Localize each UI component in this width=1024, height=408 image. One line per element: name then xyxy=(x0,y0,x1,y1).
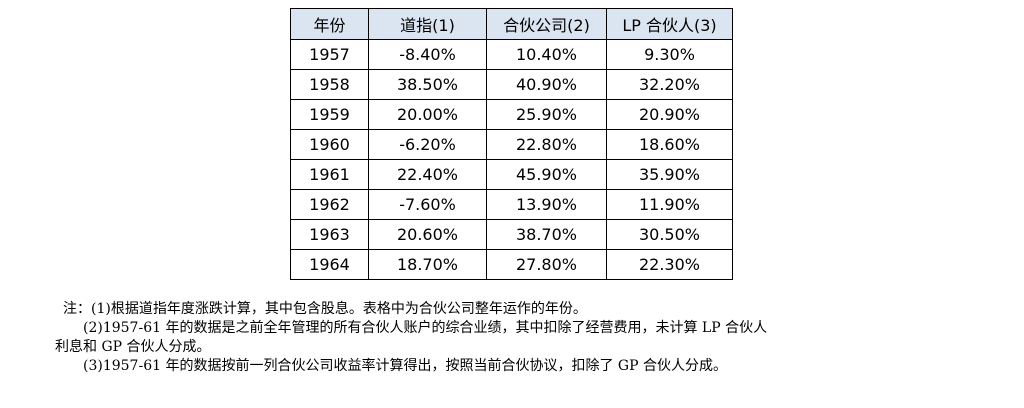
table-row: 1964 18.70% 27.80% 22.30% xyxy=(290,249,733,280)
cell-dow: -6.20% xyxy=(368,129,487,160)
cell-partnership: 25.90% xyxy=(486,99,607,130)
cell-year: 1963 xyxy=(290,219,369,250)
cell-limited-partners: 20.90% xyxy=(606,99,733,130)
table-row: 1957 -8.40% 10.40% 9.30% xyxy=(290,39,733,70)
footnote-1: 注：(1)根据道指年度涨跌计算，其中包含股息。表格中为合伙公司整年运作的年份。 xyxy=(63,301,587,317)
cell-dow: -7.60% xyxy=(368,189,487,220)
cell-limited-partners: 32.20% xyxy=(606,69,733,100)
cell-limited-partners: 9.30% xyxy=(606,39,733,70)
table-row: 1960 -6.20% 22.80% 18.60% xyxy=(290,129,733,160)
footnote-3: (3)1957-61 年的数据按前一列合伙公司收益率计算得出，按照当前合伙协议，… xyxy=(83,358,727,374)
returns-table: 年份 道指(1) 合伙公司(2) LP 合伙人(3) 1957 -8.40% 10.… xyxy=(290,8,733,280)
cell-year: 1960 xyxy=(290,129,369,160)
cell-dow: 20.60% xyxy=(368,219,487,250)
cell-dow: 22.40% xyxy=(368,159,487,190)
footnote-2: (2)1957-61 年的数据是之前全年管理的所有合伙人账户的综合业绩，其中扣除… xyxy=(83,320,768,336)
header-limited-partners: LP 合伙人(3) xyxy=(606,8,733,40)
cell-year: 1962 xyxy=(290,189,369,220)
cell-limited-partners: 35.90% xyxy=(606,159,733,190)
cell-limited-partners: 18.60% xyxy=(606,129,733,160)
header-year: 年份 xyxy=(290,8,369,40)
cell-dow: 18.70% xyxy=(368,249,487,280)
cell-dow: -8.40% xyxy=(368,39,487,70)
footnote-2-continued: 利息和 GP 合伙人分成。 xyxy=(55,339,211,355)
header-row: 年份 道指(1) 合伙公司(2) LP 合伙人(3) xyxy=(290,8,733,40)
cell-partnership: 10.40% xyxy=(486,39,607,70)
cell-partnership: 45.90% xyxy=(486,159,607,190)
cell-dow: 38.50% xyxy=(368,69,487,100)
cell-year: 1957 xyxy=(290,39,369,70)
table-row: 1962 -7.60% 13.90% 11.90% xyxy=(290,189,733,220)
cell-limited-partners: 22.30% xyxy=(606,249,733,280)
table-row: 1958 38.50% 40.90% 32.20% xyxy=(290,69,733,100)
footnotes: 注：(1)根据道指年度涨跌计算，其中包含股息。表格中为合伙公司整年运作的年份。 … xyxy=(55,300,1015,376)
header-dow: 道指(1) xyxy=(368,8,487,40)
cell-partnership: 27.80% xyxy=(486,249,607,280)
table-row: 1961 22.40% 45.90% 35.90% xyxy=(290,159,733,190)
cell-year: 1964 xyxy=(290,249,369,280)
cell-partnership: 22.80% xyxy=(486,129,607,160)
table-row: 1959 20.00% 25.90% 20.90% xyxy=(290,99,733,130)
cell-dow: 20.00% xyxy=(368,99,487,130)
table-row: 1963 20.60% 38.70% 30.50% xyxy=(290,219,733,250)
cell-year: 1961 xyxy=(290,159,369,190)
cell-partnership: 13.90% xyxy=(486,189,607,220)
cell-year: 1958 xyxy=(290,69,369,100)
cell-partnership: 38.70% xyxy=(486,219,607,250)
cell-limited-partners: 11.90% xyxy=(606,189,733,220)
cell-partnership: 40.90% xyxy=(486,69,607,100)
cell-limited-partners: 30.50% xyxy=(606,219,733,250)
table-body: 1957 -8.40% 10.40% 9.30% 1958 38.50% 40.90% 32.… xyxy=(290,39,733,280)
cell-year: 1959 xyxy=(290,99,369,130)
header-partnership: 合伙公司(2) xyxy=(486,8,607,40)
